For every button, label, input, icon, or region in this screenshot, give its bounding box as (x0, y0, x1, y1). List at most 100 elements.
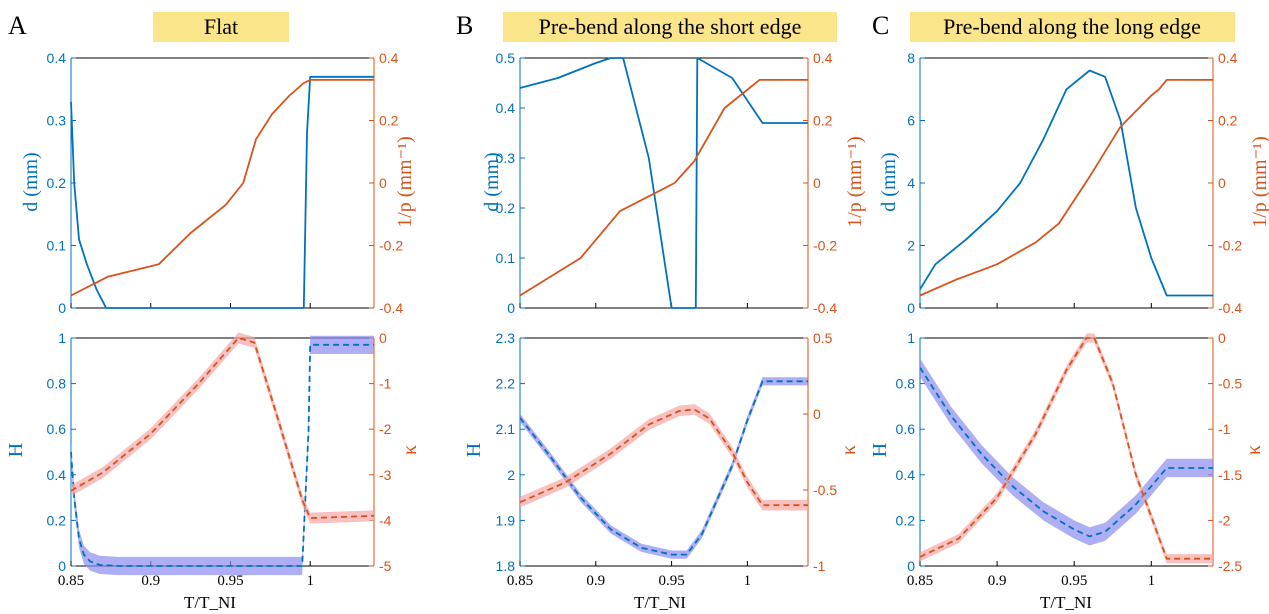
b-bottom-ytick-label-left: 2 (507, 467, 515, 483)
a-top-ytick-label-left: 0.1 (47, 238, 67, 254)
a-top-ylabel-left: d (mm) (20, 152, 42, 211)
b-bottom-ylabel-right: κ (838, 445, 860, 455)
c-bottom-ytick-label-left: 0.8 (896, 376, 916, 392)
c-top-series-left (919, 69, 1213, 297)
b-bottom-plot: 1.8 1.9 2 2.1 2.2 2.3 -1 -0.5 0 0.5 0.85 0.9 0.95 1 (496, 330, 838, 589)
a-bottom-ytick-label-right: -3 (379, 467, 392, 483)
a-bottom-ytick-label-right: -4 (379, 512, 392, 528)
a-bottom-xtick-label: 0.85 (58, 573, 84, 589)
a-bottom-ytick-label-left: 0.8 (47, 376, 67, 392)
a-top-ytick-label-right: -0.4 (379, 300, 403, 316)
c-top-ytick-label-right: 0.2 (1218, 113, 1238, 129)
a-bottom-ytick-label-left: 0.6 (47, 421, 67, 437)
b-bottom-xtick-label: 0.95 (658, 573, 684, 589)
a-bottom-ytick-label-right: -1 (379, 376, 392, 392)
b-top-ytick-label-left: 0.4 (496, 100, 516, 116)
c-top-ytick-label-left: 2 (907, 238, 915, 254)
c-top-ylabel-right: 1/p (mm⁻¹) (1249, 136, 1269, 228)
b-top-ytick-label-left: 0.5 (496, 50, 516, 66)
a-top-ytick-label-right: -0.2 (379, 238, 403, 254)
b-top-ytick-label-left: 0 (507, 300, 515, 316)
c-top-ytick-label-right: 0.4 (1218, 50, 1238, 66)
panel-a-title: Flat (204, 14, 238, 39)
b-bottom-series-right (519, 408, 808, 507)
b-top-ytick-label-right: 0 (813, 175, 821, 191)
c-bottom-ytick-label-left: 0.2 (896, 512, 916, 528)
b-bottom-ytick-label-left: 2.3 (496, 330, 516, 346)
b-bottom-xtick-label: 0.85 (507, 573, 533, 589)
a-bottom-ytick-label-left: 0.4 (47, 467, 67, 483)
a-bottom-band-right (71, 332, 374, 524)
b-top-ytick-label-left: 0.3 (496, 150, 516, 166)
b-bottom-band-left (520, 377, 808, 559)
a-bottom-ytick-label-right: -5 (379, 558, 392, 574)
b-top-ylabel-left: d (mm) (481, 152, 503, 211)
panel-b-title-bg (503, 12, 837, 42)
b-top-ytick-label-right: 0.4 (813, 50, 833, 66)
b-bottom-ytick-label-left: 1.9 (496, 512, 516, 528)
b-bottom-band-right (520, 404, 808, 511)
c-bottom-xtick-label: 0.95 (1061, 573, 1087, 589)
b-top-ytick-label-right: 0.2 (813, 113, 833, 129)
c-bottom-xtick-label: 1 (1148, 573, 1156, 589)
c-bottom-band-left (920, 358, 1213, 546)
a-top-ytick-label-right: 0.4 (379, 50, 399, 66)
a-top-series-left (70, 75, 374, 309)
b-top-ylabel-right: 1/p (mm⁻¹) (844, 136, 866, 228)
b-top-plot: 0 0.1 0.2 0.3 0.4 0.5 -0.4 -0.2 0 0.2 0.4 (496, 50, 838, 316)
b-bottom-series-left (519, 380, 808, 556)
axis-titles: d (mm) 1/p (mm⁻¹) H κ T/T_NI d (mm) 1/p … (5, 136, 1269, 612)
c-bottom-ytick-label-right: -2.5 (1218, 558, 1242, 574)
b-xlabel: T/T_NI (634, 593, 686, 612)
a-bottom-series-left (70, 343, 374, 567)
b-top-series-left (519, 57, 808, 309)
c-bottom-ytick-label-right: 0 (1218, 330, 1226, 346)
c-top-ytick-label-left: 6 (907, 113, 915, 129)
c-bottom-ylabel-right: κ (1243, 445, 1265, 455)
panel-a-title-bg (153, 12, 289, 42)
c-top-ytick-label-right: -0.2 (1218, 238, 1242, 254)
b-bottom-ytick-label-right: -0.5 (813, 482, 837, 498)
panel-c-title-bg (910, 12, 1235, 42)
b-bottom-ytick-label-right: -1 (813, 558, 826, 574)
c-bottom-series-right (919, 337, 1213, 560)
a-top-series-right (70, 79, 374, 297)
b-bottom-ytick-label-right: 0.5 (813, 330, 833, 346)
a-top-plot: 0 0.1 0.2 0.3 0.4 -0.4 -0.2 0 0.2 0.4 (47, 50, 404, 316)
b-top-ytick-label-left: 0.2 (496, 200, 516, 216)
a-bottom-ytick-label-left: 1 (58, 330, 66, 346)
a-top-ytick-label-left: 0.2 (47, 175, 67, 191)
b-bottom-xtick-label: 0.9 (586, 573, 605, 589)
b-bottom-ytick-label-right: 0 (813, 406, 821, 422)
c-bottom-plot: 00.20.40.60.81-2.5-2-1.5-1-0.500.85 0.9 0.… (896, 330, 1243, 589)
a-bottom-ytick-label-right: 0 (379, 330, 387, 346)
b-top-ytick-label-left: 0.1 (496, 250, 516, 266)
c-top-ytick-label-left: 8 (907, 50, 915, 66)
panel-b-title: Pre-bend along the short edge (539, 14, 802, 39)
a-xlabel: T/T_NI (184, 593, 236, 612)
b-top-ytick-label-right: -0.2 (813, 238, 837, 254)
a-bottom-xtick-label: 1 (306, 573, 314, 589)
a-bottom-series-right (70, 337, 375, 519)
a-bottom-ytick-label-left: 0 (58, 558, 66, 574)
c-top-ytick-label-right: 0 (1218, 175, 1226, 191)
b-bottom-ytick-label-left: 1.8 (496, 558, 516, 574)
b-top-series-right (519, 79, 808, 297)
a-bottom-ytick-label-right: -2 (379, 421, 392, 437)
a-bottom-xtick-label: 0.95 (217, 573, 243, 589)
a-top-ytick-label-left: 0.4 (47, 50, 67, 66)
a-top-ytick-label-right: 0 (379, 175, 387, 191)
c-top-ytick-label-left: 0 (907, 300, 915, 316)
c-bottom-band-right (920, 333, 1213, 564)
c-top-ytick-label-left: 4 (907, 175, 915, 191)
panel-b-letter: B (456, 11, 473, 40)
a-bottom-ylabel-left: H (5, 443, 27, 457)
panel-c-title: Pre-bend along the long edge (943, 14, 1201, 39)
c-bottom-ytick-label-right: -1.5 (1218, 467, 1242, 483)
c-bottom-xtick-label: 0.85 (907, 573, 933, 589)
c-bottom-xtick-label: 0.9 (988, 573, 1007, 589)
c-bottom-ytick-label-right: -0.5 (1218, 376, 1242, 392)
a-bottom-xtick-label: 0.9 (141, 573, 160, 589)
c-top-ylabel-left: d (mm) (878, 152, 900, 211)
